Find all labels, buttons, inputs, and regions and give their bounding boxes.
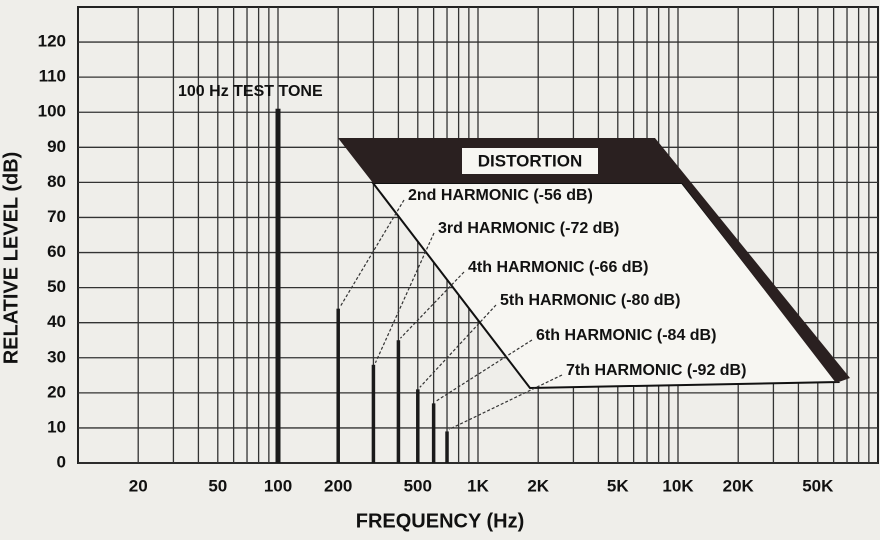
x-tick-label: 20K — [723, 476, 755, 495]
y-tick-label: 50 — [47, 277, 66, 296]
x-axis-label: FREQUENCY (Hz) — [356, 510, 525, 532]
y-tick-label: 80 — [47, 172, 66, 191]
annotation: 6th HARMONIC (-84 dB) — [536, 327, 716, 344]
x-tick-label: 100 — [264, 476, 292, 495]
leader-line — [374, 232, 435, 364]
leader-line — [399, 271, 465, 339]
y-tick-label: 100 — [38, 102, 66, 121]
x-tick-label: 50K — [802, 476, 834, 495]
bar — [275, 108, 281, 463]
bar — [416, 389, 420, 463]
y-tick-label: 90 — [47, 137, 66, 156]
y-tick-label: 120 — [38, 32, 66, 51]
x-tick-label: 500 — [404, 476, 432, 495]
x-tick-label: 1K — [467, 476, 489, 495]
y-tick-label: 0 — [57, 452, 66, 471]
bar — [396, 340, 401, 463]
banner-box — [462, 148, 598, 174]
y-tick-label: 60 — [47, 242, 66, 261]
bar — [371, 364, 376, 463]
bar — [431, 403, 436, 463]
x-tick-label: 2K — [527, 476, 549, 495]
y-tick-label: 40 — [47, 312, 66, 331]
bar — [445, 431, 449, 463]
leader-line — [339, 199, 405, 307]
x-tick-label: 200 — [324, 476, 352, 495]
annotation: 3rd HARMONIC (-72 dB) — [438, 220, 619, 237]
bar — [336, 308, 340, 463]
y-tick-label: 30 — [47, 347, 66, 366]
y-tick-label: 70 — [47, 207, 66, 226]
y-tick-label: 20 — [47, 382, 66, 401]
annotation: 2nd HARMONIC (-56 dB) — [408, 187, 593, 204]
leader-line — [435, 339, 533, 402]
y-axis-label: RELATIVE LEVEL (dB) — [0, 152, 22, 365]
y-tick-label: 110 — [39, 67, 66, 86]
y-tick-label: 10 — [47, 417, 66, 436]
annotation: 5th HARMONIC (-80 dB) — [500, 292, 680, 309]
annotation: 7th HARMONIC (-92 dB) — [566, 362, 746, 379]
leader-line — [448, 374, 563, 430]
annotation: 4th HARMONIC (-66 dB) — [468, 259, 648, 276]
x-tick-label: 20 — [129, 476, 148, 495]
annotation: 100 Hz TEST TONE — [178, 83, 323, 100]
x-tick-label: 10K — [662, 476, 694, 495]
x-tick-label: 50 — [208, 476, 227, 495]
leader-line — [419, 304, 497, 388]
banner-title: DISTORTION — [478, 151, 583, 170]
marks: 100 Hz TEST TONE 2nd HARMONIC (-56 dB) 3rd… — [178, 83, 746, 463]
x-tick-label: 5K — [607, 476, 629, 495]
banner-band — [338, 138, 850, 383]
